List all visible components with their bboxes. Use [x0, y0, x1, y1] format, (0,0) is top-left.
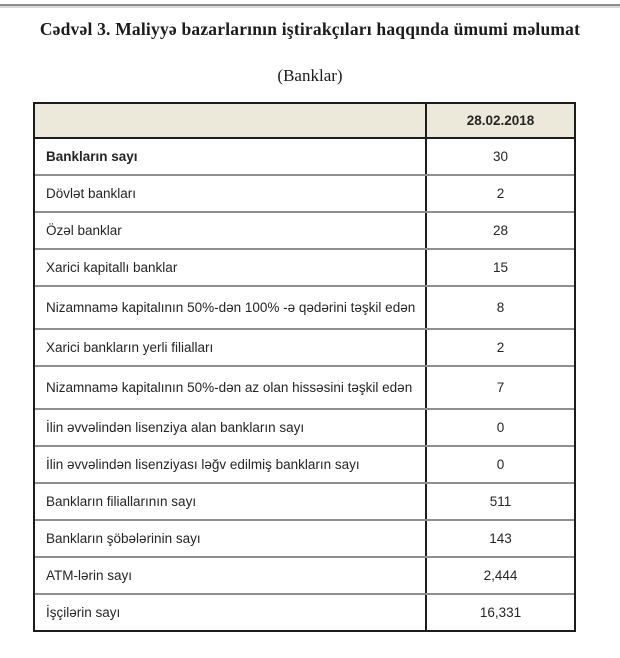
row-label: Xarici bankların yerli filialları [46, 339, 214, 355]
table-row: İşçilərin sayı 16,331 [35, 592, 574, 630]
table-row: ATM-lərin sayı 2,444 [35, 555, 574, 593]
row-label: Nizamnamə kapitalının 50%-dən 100% -ə qə… [46, 299, 416, 315]
table-row: Xarici kapitallı banklar 15 [35, 247, 574, 285]
table-row: Xarici bankların yerli filialları 2 [35, 327, 574, 365]
row-label: Bankların filiallarının sayı [46, 493, 197, 509]
table-row: Bankların sayı 30 [35, 138, 574, 174]
row-value: 0 [425, 446, 574, 482]
empty-header-cell [35, 104, 425, 137]
row-label: Dövlət bankları [46, 185, 137, 201]
row-value: 8 [425, 286, 574, 328]
row-label: Nizamnamə kapitalının 50%-dən az olan hi… [46, 379, 413, 395]
row-value: 511 [425, 483, 574, 519]
row-value: 15 [425, 249, 574, 285]
row-value: 143 [425, 520, 574, 556]
table-row: İlin əvvəlindən lisenziyası ləğv edilmiş… [35, 444, 574, 482]
row-label: İlin əvvəlindən lisenziya alan bankların… [46, 419, 305, 435]
row-value: 28 [425, 212, 574, 248]
row-value: 2,444 [425, 557, 574, 593]
row-label: İşçilərin sayı [46, 604, 121, 620]
page-title: Cədvəl 3. Maliyyə bazarlarının iştirakçı… [39, 19, 581, 39]
top-horizontal-rule [0, 4, 620, 8]
row-label: Bankların sayı [46, 148, 138, 164]
table-row: Özəl banklar 28 [35, 210, 574, 248]
row-label: İlin əvvəlindən lisenziyası ləğv edilmiş… [46, 456, 360, 472]
table-row: Bankların filiallarının sayı 511 [35, 481, 574, 519]
row-label: Özəl banklar [46, 222, 122, 238]
table-row: Nizamnamə kapitalının 50%-dən 100% -ə qə… [35, 284, 574, 328]
table-row: İlin əvvəlindən lisenziya alan bankların… [35, 407, 574, 445]
date-header-cell: 28.02.2018 [425, 103, 574, 137]
row-label: Bankların şöbələrinin sayı [46, 530, 201, 546]
row-value: 16,331 [425, 594, 574, 630]
row-label: Xarici kapitallı banklar [46, 259, 178, 275]
bank-statistics-table: 28.02.2018 Bankların sayı 30 Dövlət bank… [33, 101, 576, 632]
table-header-row: 28.02.2018 [35, 103, 574, 139]
table-row: Dövlət bankları 2 [35, 173, 574, 211]
table-row: Nizamnamə kapitalının 50%-dən az olan hi… [35, 364, 574, 408]
row-value: 0 [425, 409, 574, 445]
row-value: 2 [425, 175, 574, 211]
row-value: 7 [425, 366, 574, 408]
row-label: ATM-lərin sayı [46, 567, 133, 583]
table-row: Bankların şöbələrinin sayı 143 [35, 518, 574, 556]
row-value: 30 [425, 138, 574, 174]
row-value: 2 [425, 329, 574, 365]
page-subtitle: (Banklar) [277, 65, 343, 85]
